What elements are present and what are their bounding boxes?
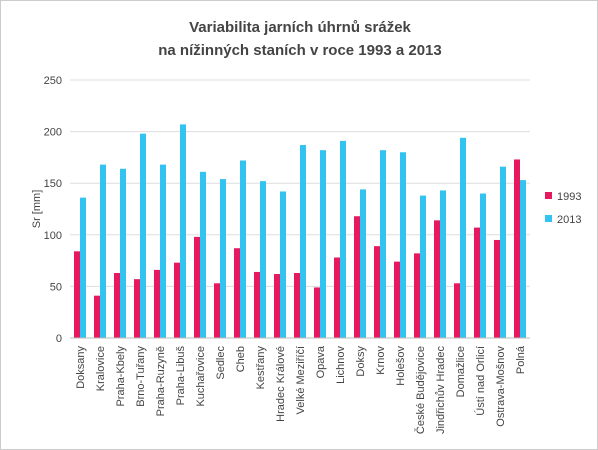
x-tick-label: Praha-Kbely: [115, 346, 127, 407]
bar: [500, 166, 506, 338]
bar: [200, 171, 206, 338]
bar: [134, 279, 140, 338]
x-tick-label: Hradec Králové: [275, 346, 287, 422]
bar: [100, 164, 106, 338]
bar: [180, 124, 186, 338]
bar: [300, 145, 306, 338]
bar: [514, 159, 520, 338]
legend-label: 1993: [557, 191, 581, 203]
y-axis-label: Sr [mm]: [31, 190, 43, 229]
bar: [120, 168, 126, 338]
x-tick-label: Kralovice: [95, 346, 107, 391]
x-tick-label: Polná: [515, 345, 527, 374]
x-tick-label: Jindřichův Hradec: [435, 346, 447, 435]
bar: [334, 257, 340, 338]
x-tick-label: Cheb: [235, 346, 247, 372]
bar: [420, 195, 426, 338]
bar: [214, 283, 220, 338]
bar: [160, 164, 166, 338]
bar: [234, 248, 240, 338]
bar: [494, 239, 500, 338]
bar: [354, 216, 360, 338]
x-tick-label: Domažlice: [455, 346, 467, 397]
bar: [380, 150, 386, 338]
bar: [314, 287, 320, 338]
bar: [220, 179, 226, 338]
y-tick-label: 100: [44, 230, 62, 242]
x-tick-label: Ústí nad Orlicí: [474, 346, 487, 416]
bar: [520, 180, 526, 338]
bar: [320, 150, 326, 338]
bar: [94, 295, 100, 338]
x-tick-label: Doksany: [75, 346, 87, 389]
bar: [414, 253, 420, 338]
bar: [480, 193, 486, 338]
x-tick-label: Krnov: [375, 346, 387, 375]
bar: [374, 246, 380, 338]
x-tick-label: Opava: [315, 345, 327, 378]
x-tick-label: Kuchařovice: [195, 346, 207, 407]
y-tick-label: 200: [44, 127, 62, 139]
x-tick-label: Velké Meziříčí: [295, 346, 307, 414]
bar: [434, 220, 440, 338]
x-tick-label: Praha-Libuš: [175, 346, 187, 406]
bar: [114, 272, 120, 338]
y-tick-label: 0: [56, 333, 62, 345]
legend-swatch: [545, 192, 552, 199]
y-tick-label: 150: [44, 178, 62, 190]
bar: [74, 251, 80, 338]
bar: [240, 160, 246, 338]
x-tick-label: Lichnov: [335, 346, 347, 384]
x-tick-label: Ostrava-Mošnov: [495, 346, 507, 427]
y-tick-label: 250: [44, 75, 62, 87]
bar: [274, 274, 280, 338]
chart-title: Variabilita jarních úhrnů srážek: [189, 19, 411, 36]
bar: [454, 283, 460, 338]
bar: [254, 271, 260, 338]
x-tick-label: Praha-Ruzyně: [155, 346, 167, 416]
bar: [340, 140, 346, 338]
x-tick-label: Kestřany: [255, 346, 267, 390]
legend-swatch: [545, 215, 552, 222]
bar: [140, 133, 146, 338]
x-tick-label: Doksy: [355, 346, 367, 377]
bar: [394, 261, 400, 338]
chart-subtitle: na nížinných staních v roce 1993 a 2013: [158, 42, 441, 59]
bar: [174, 262, 180, 338]
y-tick-label: 50: [50, 281, 62, 293]
bar: [360, 189, 366, 338]
bar: [154, 269, 160, 338]
bar: [440, 190, 446, 338]
bar: [280, 191, 286, 338]
bar: [474, 227, 480, 338]
x-tick-label: České Budějovice: [414, 346, 427, 434]
bar: [460, 137, 466, 338]
bar: [194, 236, 200, 338]
x-tick-label: Holešov: [395, 346, 407, 386]
bar: [294, 272, 300, 338]
bar: [80, 197, 86, 338]
x-tick-label: Brno-Tuřany: [135, 346, 147, 407]
bar: [400, 152, 406, 338]
x-tick-label: Sedlec: [215, 346, 227, 380]
legend-label: 2013: [557, 214, 581, 226]
bar: [260, 181, 266, 338]
